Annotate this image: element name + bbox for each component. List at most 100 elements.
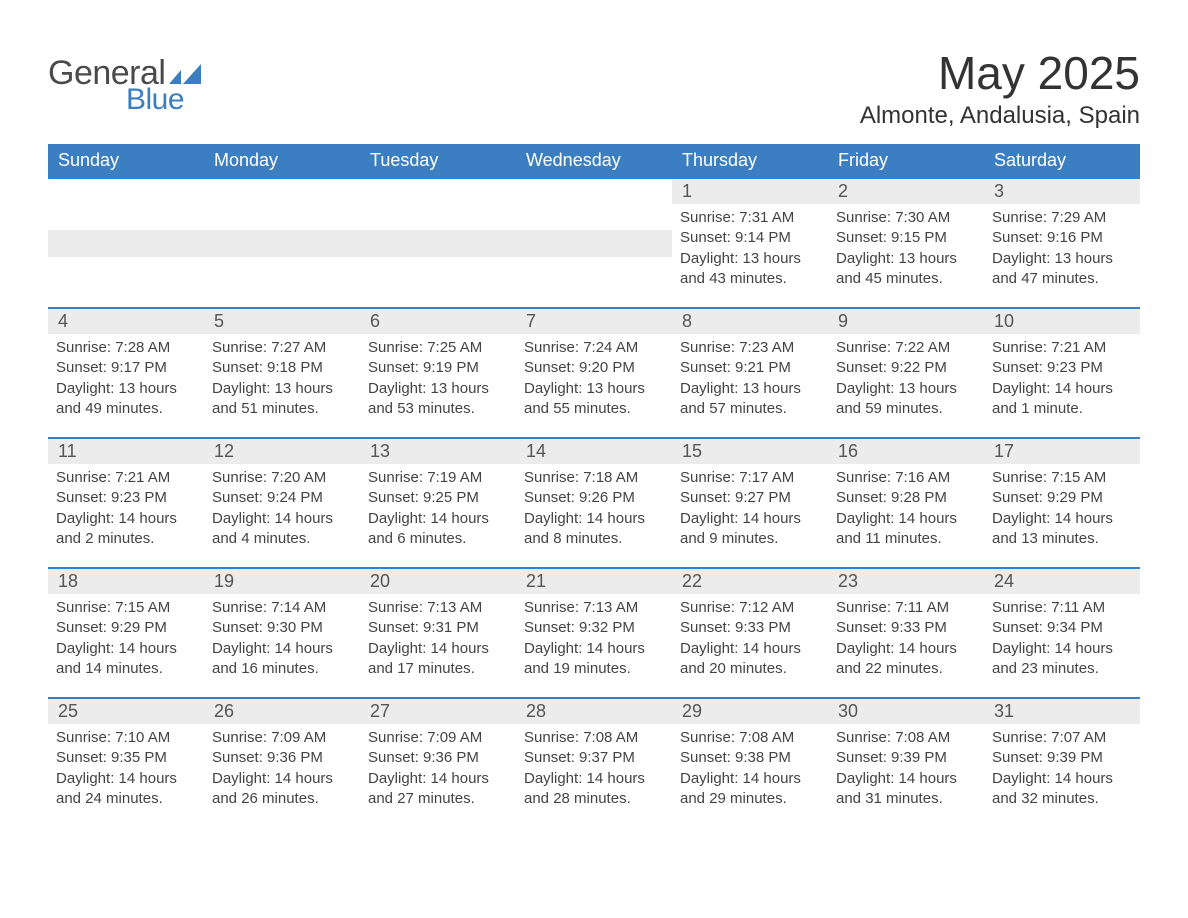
column-header-saturday: Saturday <box>984 144 1140 178</box>
sunrise-line: Sunrise: 7:24 AM <box>524 338 664 358</box>
day-info: Sunrise: 7:21 AMSunset: 9:23 PMDaylight:… <box>992 338 1132 419</box>
daylight-line: Daylight: 13 hours and 43 minutes. <box>680 249 820 290</box>
calendar-table: SundayMondayTuesdayWednesdayThursdayFrid… <box>48 144 1140 827</box>
daylight-line: Daylight: 14 hours and 16 minutes. <box>212 639 352 680</box>
day-number: 22 <box>672 569 828 594</box>
day-info: Sunrise: 7:15 AMSunset: 9:29 PMDaylight:… <box>992 468 1132 549</box>
day-number: 20 <box>360 569 516 594</box>
daylight-line: Daylight: 14 hours and 19 minutes. <box>524 639 664 680</box>
sunrise-line: Sunrise: 7:11 AM <box>836 598 976 618</box>
day-info: Sunrise: 7:31 AMSunset: 9:14 PMDaylight:… <box>680 208 820 289</box>
daylight-line: Daylight: 13 hours and 57 minutes. <box>680 379 820 420</box>
day-number: 31 <box>984 699 1140 724</box>
day-info: Sunrise: 7:10 AMSunset: 9:35 PMDaylight:… <box>56 728 196 809</box>
daylight-line: Daylight: 14 hours and 6 minutes. <box>368 509 508 550</box>
daylight-line: Daylight: 14 hours and 23 minutes. <box>992 639 1132 680</box>
daylight-line: Daylight: 14 hours and 29 minutes. <box>680 769 820 810</box>
column-header-friday: Friday <box>828 144 984 178</box>
sunrise-line: Sunrise: 7:16 AM <box>836 468 976 488</box>
sunset-line: Sunset: 9:33 PM <box>680 618 820 638</box>
day-info: Sunrise: 7:07 AMSunset: 9:39 PMDaylight:… <box>992 728 1132 809</box>
sunrise-line: Sunrise: 7:08 AM <box>836 728 976 748</box>
day-number: 3 <box>984 179 1140 204</box>
day-cell-16: 16Sunrise: 7:16 AMSunset: 9:28 PMDayligh… <box>828 438 984 568</box>
day-cell-7: 7 Sunrise: 7:24 AMSunset: 9:20 PMDaylight… <box>516 308 672 438</box>
daylight-line: Daylight: 14 hours and 27 minutes. <box>368 769 508 810</box>
sunset-line: Sunset: 9:35 PM <box>56 748 196 768</box>
sunrise-line: Sunrise: 7:20 AM <box>212 468 352 488</box>
sunset-line: Sunset: 9:38 PM <box>680 748 820 768</box>
sunrise-line: Sunrise: 7:15 AM <box>992 468 1132 488</box>
day-number: 5 <box>204 309 360 334</box>
sunset-line: Sunset: 9:31 PM <box>368 618 508 638</box>
daylight-line: Daylight: 14 hours and 1 minute. <box>992 379 1132 420</box>
daylight-line: Daylight: 14 hours and 11 minutes. <box>836 509 976 550</box>
day-cell-30: 30Sunrise: 7:08 AMSunset: 9:39 PMDayligh… <box>828 698 984 827</box>
day-cell-25: 25Sunrise: 7:10 AMSunset: 9:35 PMDayligh… <box>48 698 204 827</box>
day-number: 2 <box>828 179 984 204</box>
day-info: Sunrise: 7:24 AMSunset: 9:20 PMDaylight:… <box>524 338 664 419</box>
week-row: 1Sunrise: 7:31 AMSunset: 9:14 PMDaylight… <box>48 178 1140 308</box>
sunrise-line: Sunrise: 7:17 AM <box>680 468 820 488</box>
sunset-line: Sunset: 9:33 PM <box>836 618 976 638</box>
sunrise-line: Sunrise: 7:11 AM <box>992 598 1132 618</box>
sunrise-line: Sunrise: 7:13 AM <box>524 598 664 618</box>
day-number: 6 <box>360 309 516 334</box>
empty-cell <box>360 178 516 308</box>
sunset-line: Sunset: 9:26 PM <box>524 488 664 508</box>
sunrise-line: Sunrise: 7:09 AM <box>368 728 508 748</box>
day-cell-28: 28Sunrise: 7:08 AMSunset: 9:37 PMDayligh… <box>516 698 672 827</box>
daylight-line: Daylight: 13 hours and 45 minutes. <box>836 249 976 290</box>
week-row: 4Sunrise: 7:28 AMSunset: 9:17 PMDaylight… <box>48 308 1140 438</box>
empty-cell <box>516 178 672 308</box>
day-number: 9 <box>828 309 984 334</box>
day-info: Sunrise: 7:27 AMSunset: 9:18 PMDaylight:… <box>212 338 352 419</box>
sunset-line: Sunset: 9:27 PM <box>680 488 820 508</box>
sunrise-line: Sunrise: 7:28 AM <box>56 338 196 358</box>
sunrise-line: Sunrise: 7:07 AM <box>992 728 1132 748</box>
empty-cell <box>48 178 204 308</box>
day-info: Sunrise: 7:15 AMSunset: 9:29 PMDaylight:… <box>56 598 196 679</box>
day-number: 27 <box>360 699 516 724</box>
daylight-line: Daylight: 14 hours and 22 minutes. <box>836 639 976 680</box>
sunset-line: Sunset: 9:37 PM <box>524 748 664 768</box>
sunset-line: Sunset: 9:36 PM <box>212 748 352 768</box>
day-cell-22: 22Sunrise: 7:12 AMSunset: 9:33 PMDayligh… <box>672 568 828 698</box>
sunset-line: Sunset: 9:14 PM <box>680 228 820 248</box>
day-number: 21 <box>516 569 672 594</box>
sunrise-line: Sunrise: 7:10 AM <box>56 728 196 748</box>
day-number: 12 <box>204 439 360 464</box>
daylight-line: Daylight: 13 hours and 53 minutes. <box>368 379 508 420</box>
day-number: 29 <box>672 699 828 724</box>
day-number: 15 <box>672 439 828 464</box>
day-cell-14: 14Sunrise: 7:18 AMSunset: 9:26 PMDayligh… <box>516 438 672 568</box>
sunset-line: Sunset: 9:34 PM <box>992 618 1132 638</box>
day-cell-13: 13Sunrise: 7:19 AMSunset: 9:25 PMDayligh… <box>360 438 516 568</box>
day-info: Sunrise: 7:19 AMSunset: 9:25 PMDaylight:… <box>368 468 508 549</box>
sunset-line: Sunset: 9:32 PM <box>524 618 664 638</box>
day-number: 24 <box>984 569 1140 594</box>
header: General Blue May 2025 Almonte, Andalusia… <box>48 40 1140 136</box>
day-number: 23 <box>828 569 984 594</box>
day-info: Sunrise: 7:21 AMSunset: 9:23 PMDaylight:… <box>56 468 196 549</box>
sunset-line: Sunset: 9:29 PM <box>56 618 196 638</box>
day-number: 7 <box>516 309 672 334</box>
day-cell-8: 8Sunrise: 7:23 AMSunset: 9:21 PMDaylight… <box>672 308 828 438</box>
sunset-line: Sunset: 9:30 PM <box>212 618 352 638</box>
day-cell-2: 2Sunrise: 7:30 AMSunset: 9:15 PMDaylight… <box>828 178 984 308</box>
sunset-line: Sunset: 9:23 PM <box>56 488 196 508</box>
daylight-line: Daylight: 13 hours and 59 minutes. <box>836 379 976 420</box>
sunrise-line: Sunrise: 7:23 AM <box>680 338 820 358</box>
column-header-tuesday: Tuesday <box>360 144 516 178</box>
sunset-line: Sunset: 9:17 PM <box>56 358 196 378</box>
sunset-line: Sunset: 9:21 PM <box>680 358 820 378</box>
daylight-line: Daylight: 13 hours and 51 minutes. <box>212 379 352 420</box>
week-row: 18Sunrise: 7:15 AMSunset: 9:29 PMDayligh… <box>48 568 1140 698</box>
sunset-line: Sunset: 9:29 PM <box>992 488 1132 508</box>
day-cell-24: 24 Sunrise: 7:11 AMSunset: 9:34 PMDayligh… <box>984 568 1140 698</box>
sunset-line: Sunset: 9:25 PM <box>368 488 508 508</box>
sunset-line: Sunset: 9:28 PM <box>836 488 976 508</box>
day-info: Sunrise: 7:29 AMSunset: 9:16 PMDaylight:… <box>992 208 1132 289</box>
empty-strip <box>204 230 360 257</box>
daylight-line: Daylight: 14 hours and 32 minutes. <box>992 769 1132 810</box>
